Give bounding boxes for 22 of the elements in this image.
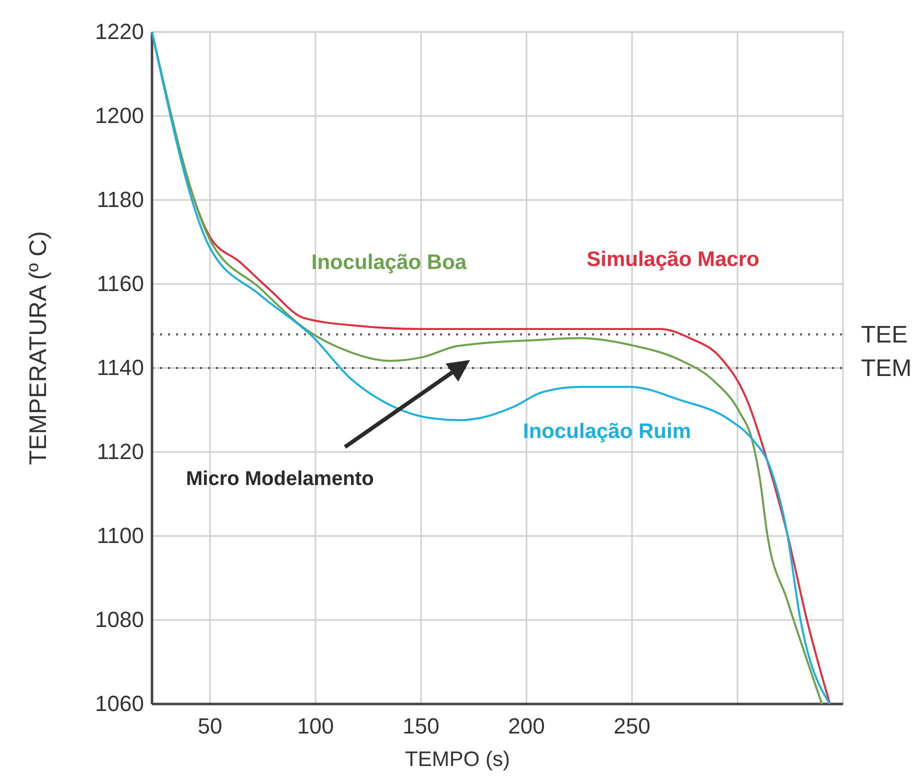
ref-line-label: TEM: [861, 355, 912, 382]
y-tick-label: 1200: [95, 103, 144, 128]
y-tick-label: 1060: [95, 691, 144, 716]
x-tick-label: 50: [198, 714, 222, 739]
x-tick-label: 150: [402, 714, 440, 739]
x-tick-label: 100: [297, 714, 334, 739]
text: Simulação Macro: [586, 248, 760, 271]
annotation: Micro Modelamento: [186, 468, 374, 490]
x-tick-label: 200: [508, 714, 545, 739]
ref-line-label: TEE: [861, 321, 908, 348]
y-tick-label: 1220: [95, 19, 144, 44]
x-tick-label: 250: [614, 714, 650, 739]
y-tick-label: 1140: [96, 355, 144, 380]
y-tick-label: 1120: [96, 439, 144, 464]
text: Inoculação Boa: [311, 251, 467, 274]
y-axis-title: TEMPERATURA (º C): [25, 231, 52, 465]
x-axis-title: TEMPO (s): [405, 748, 510, 771]
y-tick-label: 1160: [96, 271, 144, 296]
y-tick-label: 1100: [96, 523, 144, 548]
y-tick-label: 1180: [96, 187, 144, 212]
y-tick-label: 1080: [95, 607, 144, 632]
series-label: Inoculação Ruim: [522, 420, 692, 443]
